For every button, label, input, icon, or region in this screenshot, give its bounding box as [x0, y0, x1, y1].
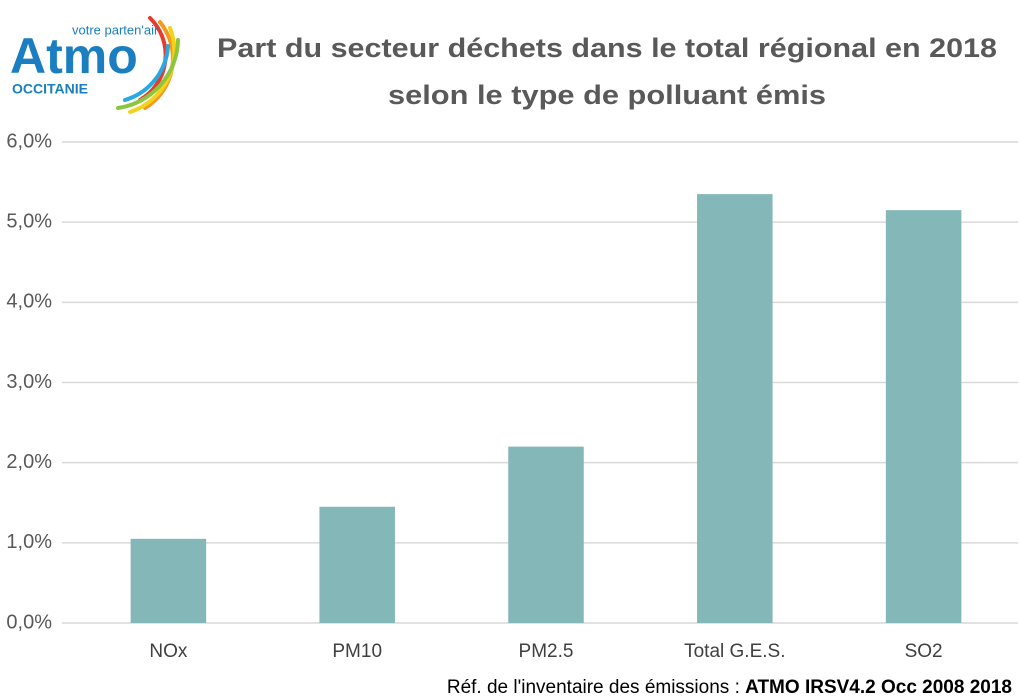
x-tick-label: PM2.5	[519, 641, 574, 662]
logo-arc	[128, 26, 177, 114]
y-tick-label: 5,0%	[6, 210, 52, 232]
logo-region: OCCITANIE	[12, 81, 88, 97]
bar	[319, 506, 395, 623]
x-tick-label: Total G.E.S.	[684, 641, 785, 662]
x-tick-label: NOx	[149, 641, 188, 662]
y-tick-label: 4,0%	[6, 291, 52, 313]
bar	[885, 210, 962, 623]
source-label: Réf. de l'inventaire des émissions :	[447, 677, 745, 698]
logo-text: Atmo	[10, 28, 138, 84]
y-tick-label: 1,0%	[6, 531, 52, 553]
source-note: Réf. de l'inventaire des émissions : ATM…	[447, 677, 1012, 698]
logo-arc	[116, 38, 180, 110]
chart-title: Part du secteur déchets dans le total ré…	[217, 33, 997, 63]
logo	[116, 16, 180, 114]
logo-arc	[123, 44, 170, 102]
x-tick-label: PM10	[332, 641, 382, 662]
y-tick-label: 2,0%	[6, 451, 52, 473]
logo-tagline: votre parten'air	[72, 22, 159, 37]
y-tick-label: 6,0%	[6, 130, 52, 152]
bar	[130, 538, 207, 623]
y-tick-label: 0,0%	[6, 611, 52, 633]
bar	[508, 446, 584, 623]
y-tick-label: 3,0%	[6, 371, 52, 393]
chart-title: selon le type de polluant émis	[388, 80, 826, 110]
source: ATMO IRSV4.2 Occ 2008 2018	[745, 677, 1012, 698]
bar	[697, 194, 773, 623]
x-tick-label: SO2	[905, 641, 943, 662]
